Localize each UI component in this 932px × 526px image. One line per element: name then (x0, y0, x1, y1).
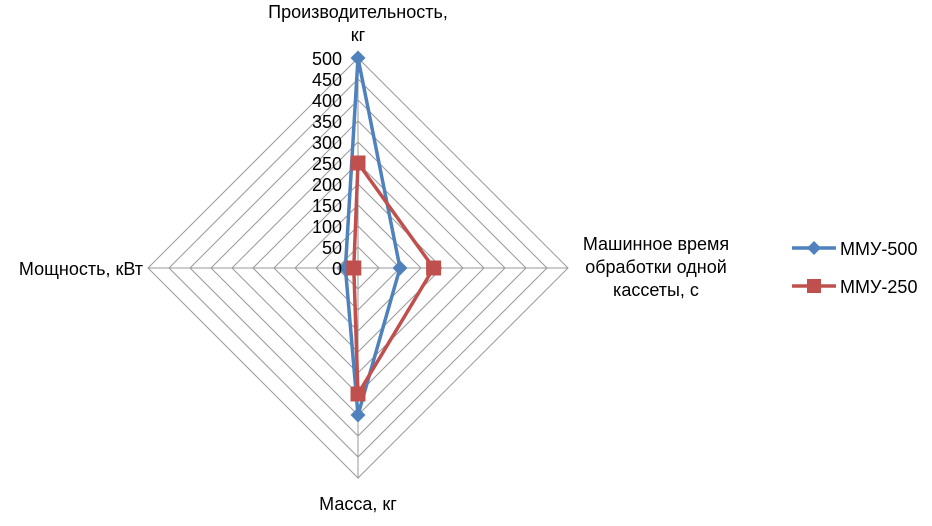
data-point (350, 50, 366, 66)
tick-label: 350 (312, 112, 342, 132)
radar-series (337, 50, 442, 423)
legend-label: ММУ-500 (840, 239, 917, 259)
data-point (346, 260, 362, 276)
data-point (350, 386, 366, 402)
axis-label: Производительность, кг (268, 2, 448, 45)
tick-label: 50 (322, 238, 342, 258)
legend-item: ММУ-500 (792, 239, 917, 259)
data-point (392, 260, 408, 276)
tick-label: 400 (312, 91, 342, 111)
axis-labels: Производительность, кг Машинное время обраб… (19, 2, 729, 514)
axis-label: Машинное время обработки одной кассеты, с (583, 234, 729, 300)
legend-item: ММУ-250 (792, 277, 917, 297)
tick-label: 500 (312, 49, 342, 69)
tick-label: 250 (312, 154, 342, 174)
data-point (350, 155, 366, 171)
tick-label: 150 (312, 196, 342, 216)
legend-label: ММУ-250 (840, 277, 917, 297)
tick-label: 0 (332, 259, 342, 279)
legend: ММУ-500 ММУ-250 (792, 239, 917, 297)
data-point (426, 260, 442, 276)
tick-label: 450 (312, 70, 342, 90)
tick-label: 200 (312, 175, 342, 195)
data-point (350, 407, 366, 423)
axis-label: Мощность, кВт (19, 259, 143, 279)
axis-label: Масса, кг (319, 494, 397, 514)
series-line (352, 161, 436, 396)
series-2 (346, 155, 442, 402)
tick-label: 300 (312, 133, 342, 153)
data-point (807, 279, 821, 293)
data-point (807, 241, 821, 255)
tick-label: 100 (312, 217, 342, 237)
